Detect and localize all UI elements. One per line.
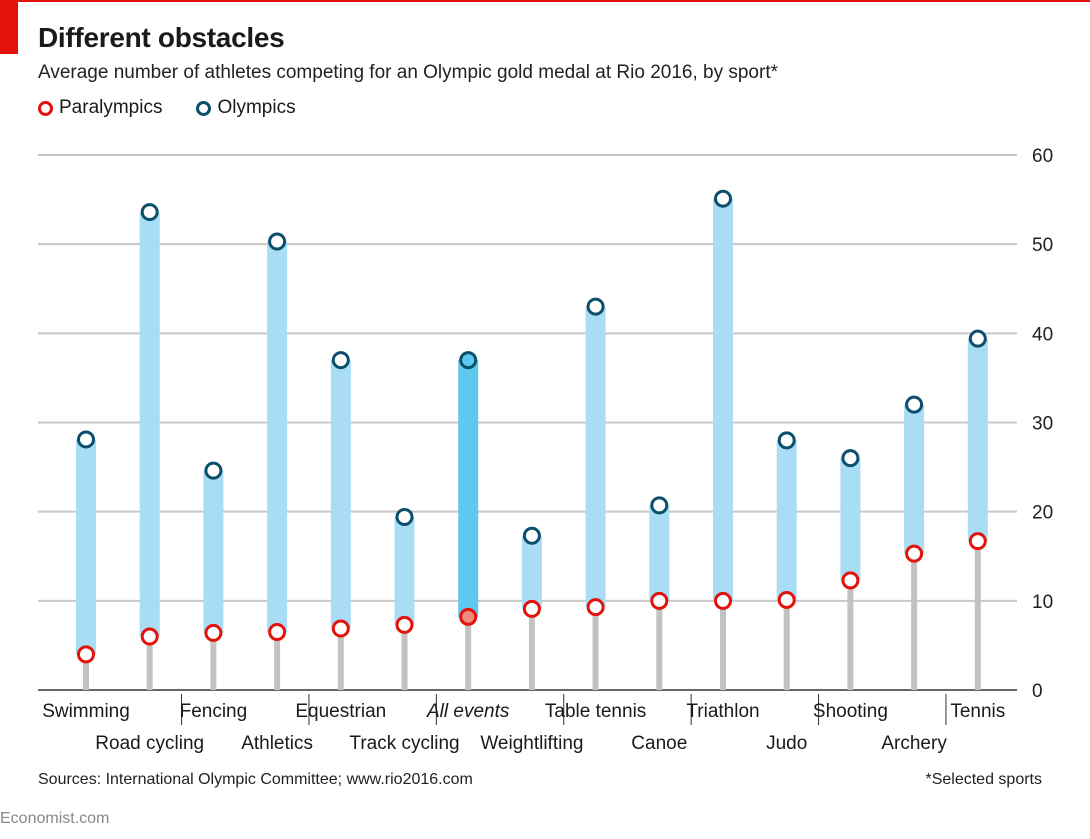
range-bar (330, 360, 351, 629)
olympics-marker-icon (196, 100, 212, 116)
legend-label-olympics: Olympics (217, 97, 296, 118)
stem-bar (528, 608, 535, 690)
x-tick-label: Archery (881, 733, 947, 754)
y-tick-label: 40 (1032, 324, 1053, 345)
stem-bar (783, 599, 790, 690)
range-bar (649, 505, 670, 601)
brand-tag (0, 0, 18, 54)
olympics-point (331, 351, 350, 370)
range-bar (267, 241, 288, 633)
y-tick-label: 20 (1032, 503, 1053, 524)
olympics-point (140, 203, 159, 222)
footnote: *Selected sports (925, 771, 1042, 788)
x-tick-label: Judo (766, 733, 807, 754)
paralympics-point (650, 591, 669, 610)
paralympics-point (268, 623, 287, 642)
stem-bar (911, 553, 918, 690)
olympics-point (714, 189, 732, 208)
paralympics-point (841, 571, 860, 590)
olympics-point (522, 526, 541, 545)
stem-bar (592, 607, 599, 690)
range-bar (585, 306, 606, 608)
range-bar (840, 458, 861, 581)
range-bar (967, 338, 988, 542)
y-tick-label: 30 (1032, 414, 1053, 435)
chart-subtitle: Average number of athletes competing for… (38, 62, 778, 83)
legend-label-paralympics: Paralympics (59, 97, 163, 118)
olympics-point (268, 232, 287, 251)
range-bar (203, 470, 224, 633)
olympics-point (586, 297, 605, 316)
olympics-point (905, 395, 924, 414)
legend-item-paralympics: Paralympics (38, 97, 162, 119)
source-note: Sources: International Olympic Committee… (38, 771, 473, 788)
paralympics-marker-icon (38, 100, 53, 116)
range-bar (776, 440, 797, 600)
x-tick-label: Track cycling (349, 733, 459, 754)
paralympics-point (140, 627, 159, 646)
x-tick-label: Weightlifting (480, 733, 583, 754)
x-tick-label: Tennis (950, 701, 1005, 722)
x-tick-label: Swimming (42, 701, 130, 722)
paralympics-point (459, 607, 478, 626)
olympics-point (777, 431, 796, 450)
paralympics-point (204, 623, 223, 642)
y-tick-label: 60 (1032, 146, 1053, 167)
stem-bar (274, 632, 281, 690)
stem-bar (847, 580, 854, 690)
stem-bar (656, 600, 663, 690)
y-tick-label: 50 (1032, 235, 1053, 256)
x-tick-label: Shooting (813, 701, 888, 722)
brand-label: Economist.com (0, 810, 110, 827)
paralympics-point (586, 598, 605, 617)
x-tick-label: All events (426, 701, 510, 722)
stem-bar (465, 616, 472, 690)
stem-bar (83, 654, 89, 690)
stem-bar (337, 628, 344, 690)
paralympics-point (522, 599, 541, 618)
olympics-point (77, 430, 95, 449)
stem-bar (401, 624, 408, 690)
stem-bar (146, 636, 153, 690)
paralympics-point (714, 591, 732, 610)
x-tick-label: Athletics (241, 733, 313, 754)
dot-range-chart: 0 10 20 30 40 50 60 Swimming Road cycling Fencing… (38, 146, 1053, 754)
range-bar (394, 517, 415, 625)
x-tick-label: Equestrian (295, 701, 386, 722)
stem-bar (720, 600, 726, 690)
olympics-point (459, 351, 478, 370)
chart-title: Different obstacles (38, 22, 285, 53)
legend-item-olympics: Olympics (196, 97, 296, 119)
olympics-point (395, 508, 414, 527)
paralympics-point (395, 615, 414, 634)
x-tick-label: Triathlon (686, 701, 759, 722)
stem-bar (974, 541, 981, 690)
paralympics-point (77, 645, 95, 664)
paralympics-point (905, 544, 924, 563)
x-tick-label: Road cycling (95, 733, 204, 754)
stem-bar (210, 632, 217, 690)
top-rule (0, 0, 1090, 2)
paralympics-point (777, 590, 796, 609)
olympics-point (204, 461, 223, 480)
olympics-point (841, 449, 860, 468)
range-bar (458, 360, 479, 617)
range-bar (713, 198, 733, 601)
y-tick-label: 10 (1032, 592, 1053, 613)
x-tick-label: Canoe (631, 733, 687, 754)
olympics-point (650, 496, 669, 515)
olympics-point (968, 329, 987, 348)
y-tick-label: 0 (1032, 681, 1043, 702)
paralympics-point (331, 619, 350, 638)
range-bar (139, 212, 160, 637)
legend: Paralympics Olympics (38, 97, 330, 119)
range-bar (521, 535, 542, 609)
x-tick-label: Table tennis (545, 701, 646, 722)
paralympics-point (968, 532, 987, 551)
range-bar (76, 439, 96, 655)
range-bar (904, 404, 925, 554)
x-tick-label: Fencing (180, 701, 248, 722)
